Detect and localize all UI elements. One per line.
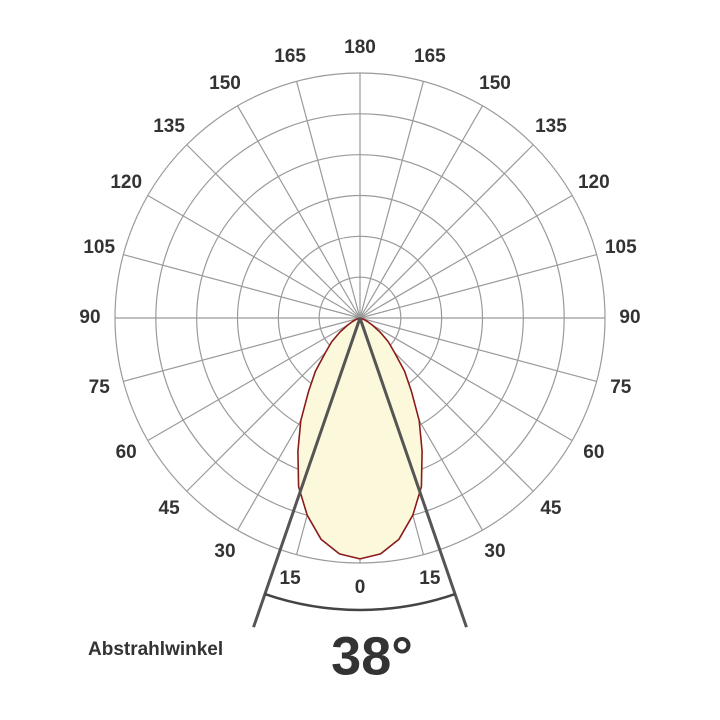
grid-spoke xyxy=(359,144,534,319)
theta-tick-label: 180 xyxy=(344,37,376,58)
beam-angle-line xyxy=(252,317,362,628)
grid-spoke xyxy=(359,194,573,319)
grid-spoke xyxy=(123,254,361,319)
grid-spoke xyxy=(359,81,424,319)
beam-angle-label: 38° xyxy=(331,626,413,686)
grid-spoke xyxy=(359,317,597,382)
grid-spoke xyxy=(123,317,361,382)
theta-tick-label: 135 xyxy=(535,116,567,137)
theta-tick-label: 105 xyxy=(83,237,115,258)
beam-curve xyxy=(297,317,361,560)
theta-tick-label: 30 xyxy=(484,541,505,562)
theta-tick-label: 150 xyxy=(479,73,511,94)
grid-spoke xyxy=(236,105,361,319)
theta-tick-label: 60 xyxy=(116,442,137,463)
theta-tick-label: 15 xyxy=(280,568,302,589)
theta-tick-label: 135 xyxy=(153,116,185,137)
grid-spoke xyxy=(186,144,361,319)
theta-tick-label: 45 xyxy=(159,498,181,519)
theta-tick-label: 165 xyxy=(414,46,446,67)
theta-tick-label: 90 xyxy=(79,307,100,328)
grid-spoke xyxy=(359,317,573,442)
beam-curve xyxy=(359,317,423,560)
beam-angle-arc xyxy=(264,592,456,612)
theta-tick-label: 120 xyxy=(110,172,142,193)
theta-tick-label: 90 xyxy=(619,307,640,328)
grid-spoke xyxy=(359,105,484,319)
theta-tick-label: 0 xyxy=(355,577,366,598)
theta-tick-label: 120 xyxy=(578,172,610,193)
theta-tick-label: 150 xyxy=(209,73,241,94)
theta-tick-label: 105 xyxy=(605,237,637,258)
grid-spoke xyxy=(147,317,361,442)
theta-tick-label: 15 xyxy=(419,568,441,589)
theta-tick-label: 45 xyxy=(540,498,562,519)
theta-tick-label: 30 xyxy=(214,541,235,562)
theta-tick-label: 75 xyxy=(610,377,632,398)
theta-tick-label: 75 xyxy=(89,377,111,398)
grid-spoke xyxy=(296,81,361,319)
theta-tick-label: 165 xyxy=(274,46,306,67)
beam-label: Abstrahlwinkel xyxy=(88,639,223,660)
beam-angle-line xyxy=(358,317,468,628)
theta-tick-label: 60 xyxy=(583,442,604,463)
grid-spoke xyxy=(359,254,597,319)
grid-spoke xyxy=(147,194,361,319)
